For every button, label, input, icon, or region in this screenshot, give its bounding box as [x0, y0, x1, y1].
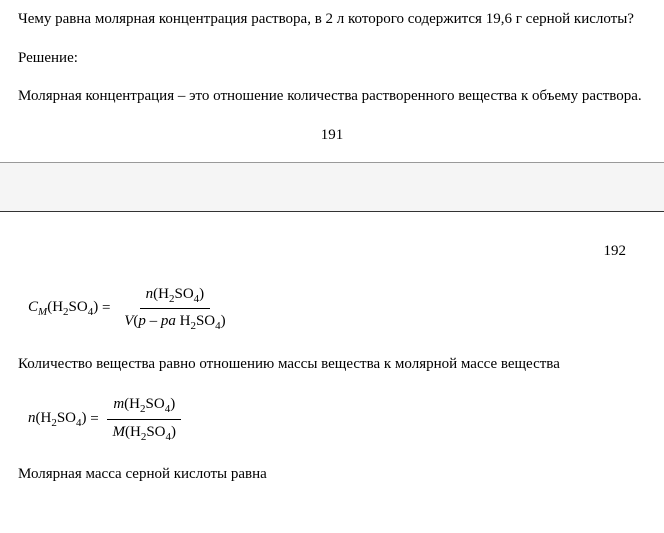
- symbol-m: m: [113, 396, 124, 412]
- denominator: V(p – ра H2SO4): [118, 309, 231, 335]
- symbol-n: n: [28, 410, 36, 426]
- page-number-192: 192: [18, 240, 646, 263]
- page-number-191: 191: [18, 124, 646, 147]
- chem-SO: SO: [146, 396, 165, 412]
- chem-SO: SO: [57, 410, 76, 426]
- chem-SO: SO: [174, 286, 193, 302]
- chem-H: H: [158, 286, 169, 302]
- formula-amount-of-substance: n(H2SO4) = m(H2SO4) M(H2SO4): [28, 393, 646, 445]
- page-break: [0, 162, 664, 212]
- chem-H: H: [180, 313, 191, 329]
- solution-label: Решение:: [18, 47, 646, 70]
- chem-SO: SO: [196, 313, 215, 329]
- subscript-M: M: [38, 306, 47, 318]
- denominator: M(H2SO4): [107, 420, 183, 446]
- formula-molar-concentration: CM(H2SO4) = n(H2SO4) V(p – ра H2SO4): [28, 283, 646, 335]
- chem-SO: SO: [69, 299, 88, 315]
- molar-mass-text: Молярная масса серной кислоты равна: [18, 463, 646, 486]
- formula-lhs: CM(H2SO4): [28, 296, 98, 321]
- equals-sign: =: [98, 297, 114, 320]
- amount-of-substance-definition: Количество вещества равно отношению масс…: [18, 353, 646, 376]
- fraction-cm: n(H2SO4) V(p – ра H2SO4): [118, 283, 231, 335]
- molar-concentration-definition: Молярная концентрация – это отношение ко…: [18, 85, 646, 108]
- symbol-M: M: [113, 424, 126, 440]
- chem-H: H: [52, 299, 63, 315]
- chem-H: H: [129, 396, 140, 412]
- equals-sign: =: [87, 408, 103, 431]
- symbol-C: C: [28, 299, 38, 315]
- fraction-n: m(H2SO4) M(H2SO4): [107, 393, 183, 445]
- problem-question: Чему равна молярная концентрация раствор…: [18, 8, 646, 31]
- numerator: n(H2SO4): [140, 283, 211, 310]
- numerator: m(H2SO4): [107, 393, 181, 420]
- symbol-V: V: [124, 313, 133, 329]
- chem-H: H: [130, 424, 141, 440]
- page-2: 192 CM(H2SO4) = n(H2SO4) V(p – ра H2SO4)…: [0, 212, 664, 508]
- page-1: Чему равна молярная концентрация раствор…: [0, 0, 664, 162]
- chem-SO: SO: [146, 424, 165, 440]
- chem-H: H: [41, 410, 52, 426]
- formula-lhs: n(H2SO4): [28, 407, 87, 432]
